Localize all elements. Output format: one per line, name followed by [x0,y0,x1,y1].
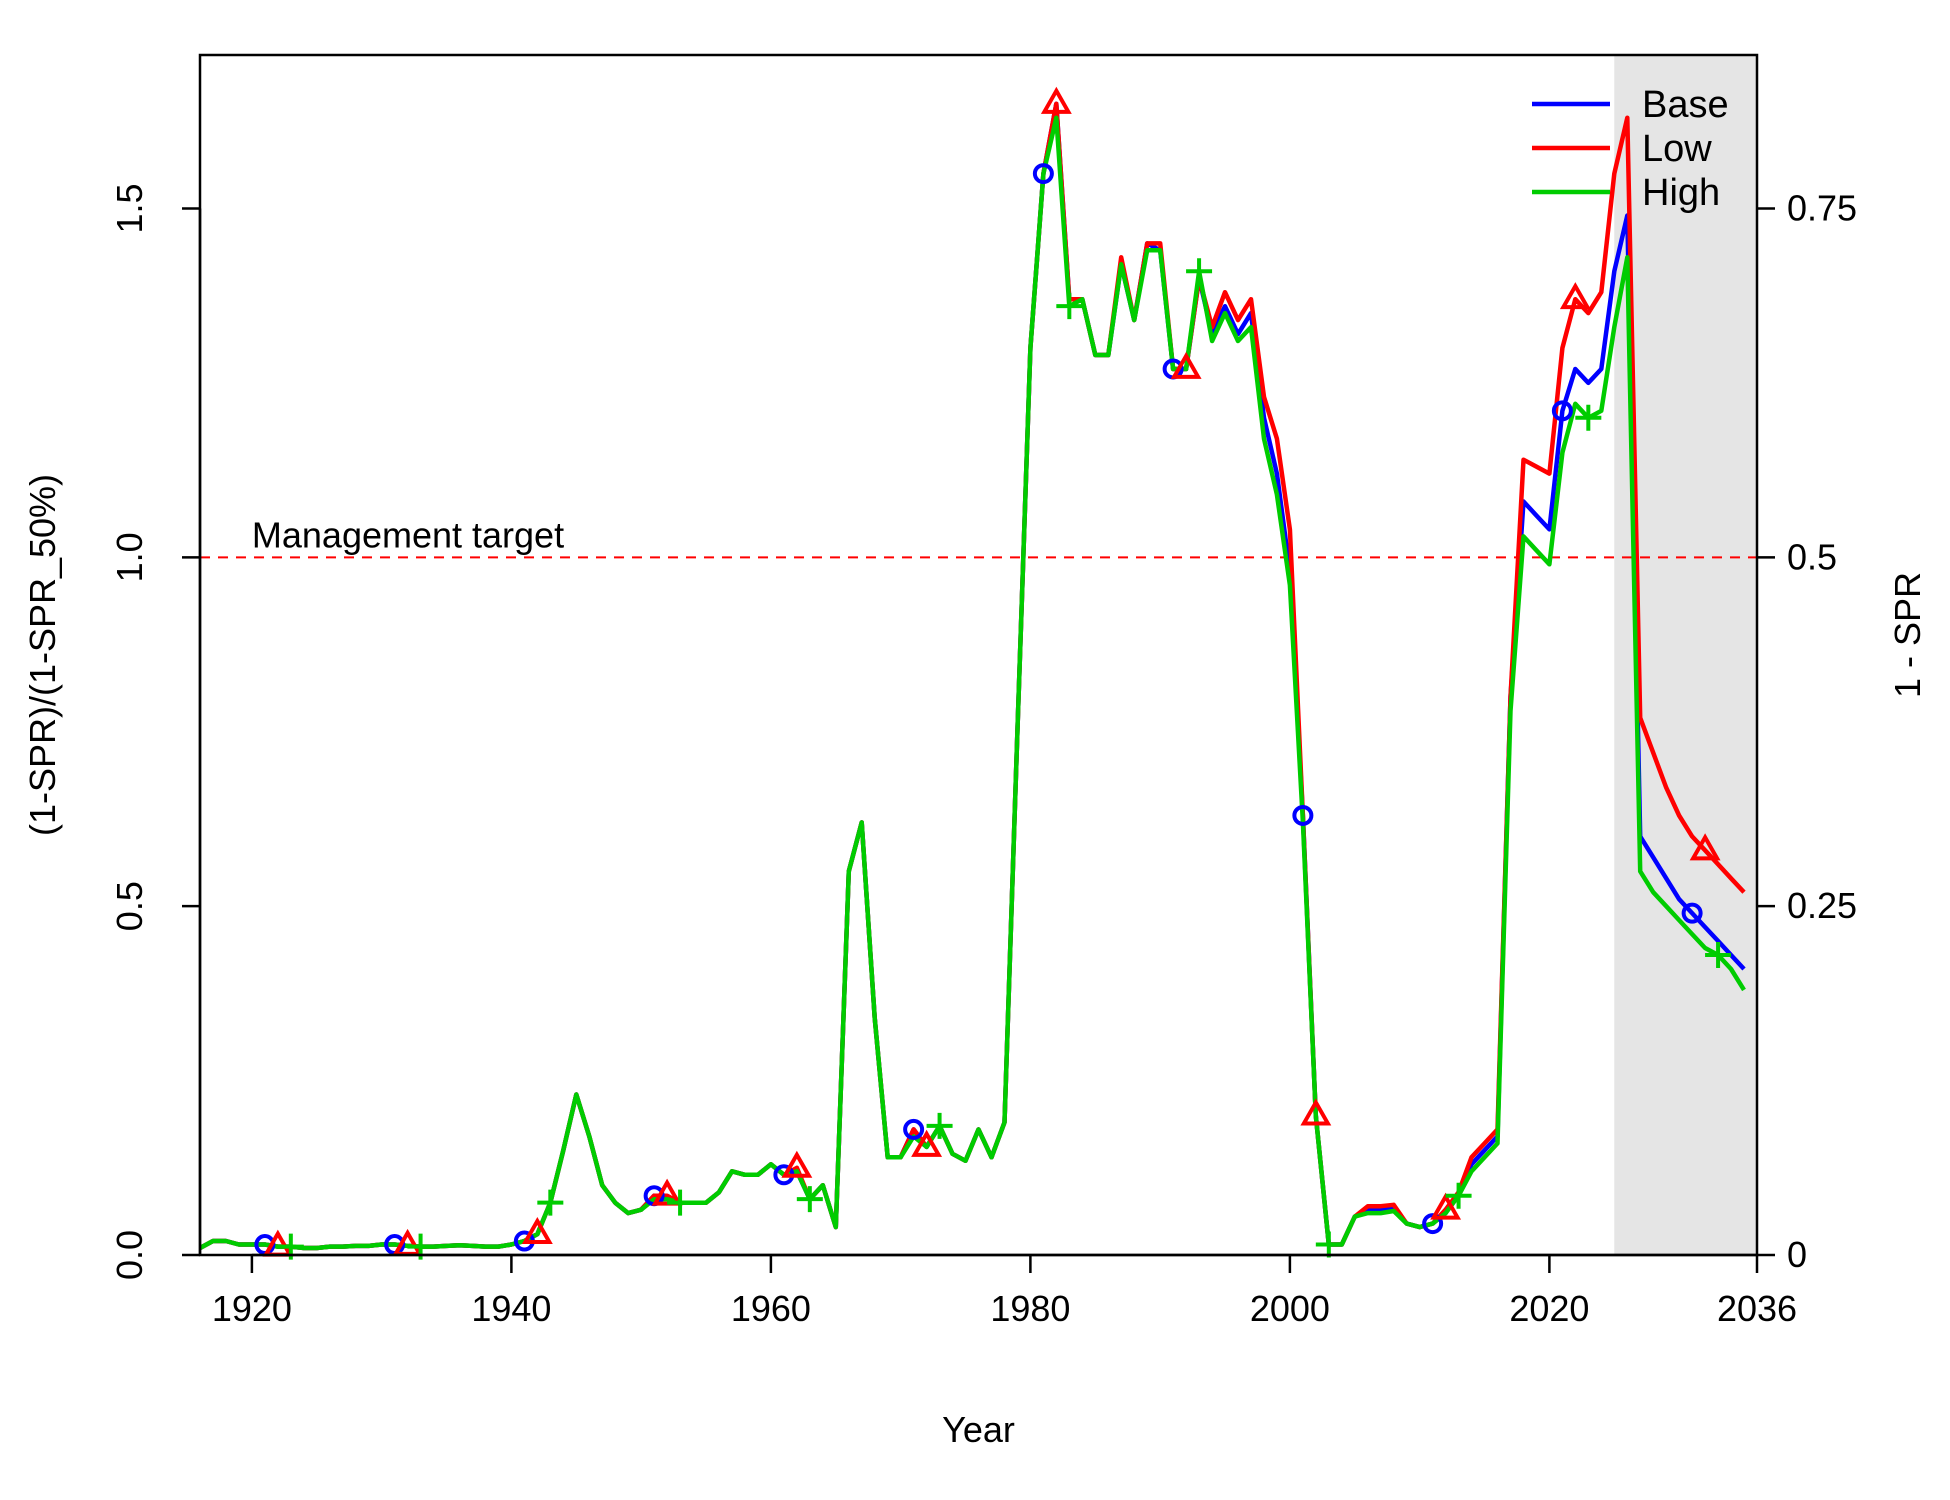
marker-base [1551,400,1573,422]
marker-low [521,1217,553,1245]
y-tick-label: 0.5 [109,881,150,931]
marker-high [1445,1182,1472,1209]
y-right-tick-label: 0.25 [1787,885,1857,926]
marker-high [926,1112,953,1139]
management-target-label: Management target [252,514,564,555]
y-axis-title: (1-SPR)/(1-SPR_50%) [22,474,63,836]
marker-high [1575,404,1602,431]
y-right-tick-label: 0.75 [1787,187,1857,228]
x-tick-label: 1940 [471,1288,551,1329]
x-tick-label: 1960 [731,1288,811,1329]
marker-base [1032,163,1054,185]
legend-label-low: Low [1642,128,1712,170]
marker-low [1170,351,1202,379]
x-tick-label: 1980 [990,1288,1070,1329]
x-tick-label: 2000 [1250,1288,1330,1329]
marker-high [537,1189,564,1216]
x-axis-title: Year [942,1409,1015,1450]
marker-high [1315,1231,1342,1258]
y-tick-label: 0.0 [109,1230,150,1280]
marker-low [1430,1192,1462,1220]
marker-low [1300,1098,1332,1126]
y-tick-label: 1.5 [109,183,150,233]
series-line-high [198,115,1746,1251]
marker-high [667,1189,694,1216]
marker-base [1422,1213,1444,1235]
marker-low [1689,833,1721,861]
marker-low [1559,282,1591,310]
marker-base [1681,902,1703,924]
marker-high [1186,258,1213,285]
marker-base [903,1118,925,1140]
marker-low [1040,86,1072,114]
marker-low [781,1150,813,1178]
x-tick-label: 2036 [1717,1288,1797,1329]
y-axis-right-title: 1 - SPR [1887,572,1928,698]
marker-high [796,1186,823,1213]
plot-area: Management target [198,53,1759,1260]
marker-base [1292,804,1314,826]
legend-label-base: Base [1642,84,1729,126]
legend-label-high: High [1642,172,1720,214]
y-right-tick-label: 0 [1787,1234,1807,1275]
x-tick-label: 1920 [212,1288,292,1329]
y-axis-right: 0 0.25 0.5 0.75 [1757,187,1857,1275]
x-tick-label: 2020 [1509,1288,1589,1329]
marker-low [911,1129,943,1157]
y-tick-label: 1.0 [109,532,150,582]
marker-high [1705,942,1732,968]
series-layer [198,101,1746,1251]
y-right-tick-label: 0.5 [1787,536,1837,577]
x-axis: 1920 1940 1960 1980 2000 2020 2036 [212,1253,1797,1329]
marker-high [1056,293,1083,320]
y-axis-left: 0.0 0.5 1.0 1.5 [109,183,202,1280]
